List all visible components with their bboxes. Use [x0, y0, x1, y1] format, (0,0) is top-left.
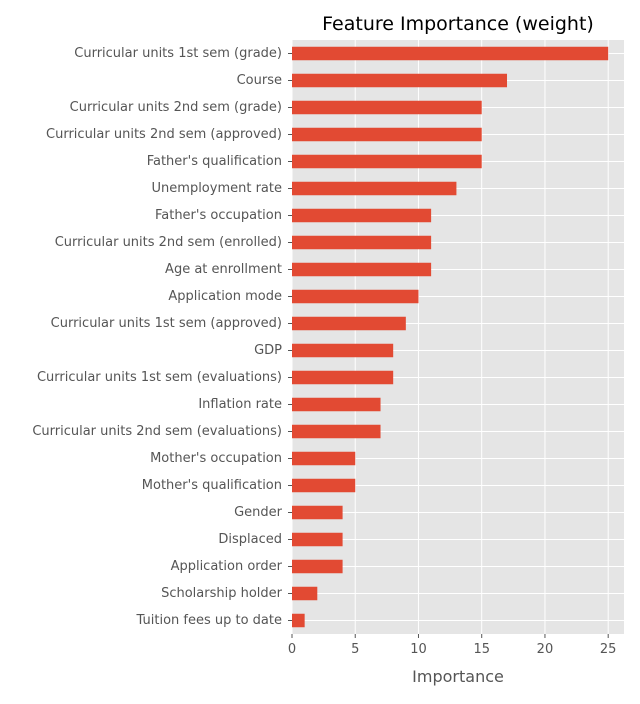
- y-tick-label: Displaced: [218, 532, 282, 547]
- y-tick-label: Curricular units 2nd sem (enrolled): [55, 235, 282, 250]
- x-tick-labels: 0 5 10 15 20 25: [288, 634, 617, 657]
- bar-18: [292, 532, 343, 547]
- y-tick-label: Father's occupation: [155, 208, 282, 223]
- bar-19: [292, 559, 343, 574]
- bar-3: [292, 127, 482, 142]
- bar-13: [292, 397, 381, 412]
- bar-9: [292, 289, 419, 304]
- y-tick-label: Father's qualification: [147, 154, 282, 169]
- x-tick-label: 5: [351, 642, 359, 657]
- x-tick-label: 0: [288, 642, 296, 657]
- x-tick-label: 25: [600, 642, 617, 657]
- y-tick-label: Curricular units 1st sem (approved): [51, 316, 282, 331]
- y-tick-label: Inflation rate: [198, 397, 282, 412]
- x-tick-label: 15: [473, 642, 490, 657]
- bar-17: [292, 505, 343, 520]
- y-tick-label: Curricular units 2nd sem (grade): [70, 100, 282, 115]
- bar-0: [292, 46, 609, 61]
- x-tick-label: 10: [410, 642, 427, 657]
- bar-6: [292, 208, 432, 223]
- y-tick-label: Curricular units 2nd sem (approved): [46, 127, 282, 142]
- y-tick-label: Curricular units 1st sem (evaluations): [37, 370, 282, 385]
- bar-7: [292, 235, 432, 250]
- bar-20: [292, 586, 318, 601]
- y-tick-labels: Curricular units 1st sem (grade) Course Cu…: [32, 46, 292, 628]
- y-tick-label: Age at enrollment: [165, 262, 282, 277]
- bar-12: [292, 370, 394, 385]
- bar-16: [292, 478, 356, 493]
- y-tick-label: Tuition fees up to date: [136, 613, 282, 628]
- x-axis-title: Importance: [412, 667, 504, 686]
- y-tick-label: Unemployment rate: [152, 181, 282, 196]
- x-tick-label: 20: [537, 642, 554, 657]
- y-tick-label: Gender: [234, 505, 283, 520]
- bar-2: [292, 100, 482, 115]
- y-tick-label: Scholarship holder: [161, 586, 283, 601]
- bar-21: [292, 613, 305, 628]
- bar-4: [292, 154, 482, 169]
- y-tick-label: Curricular units 1st sem (grade): [74, 46, 282, 61]
- bar-5: [292, 181, 457, 196]
- bar-11: [292, 343, 394, 358]
- chart-title: Feature Importance (weight): [322, 13, 594, 35]
- y-tick-label: Curricular units 2nd sem (evaluations): [32, 424, 282, 439]
- y-tick-label: Mother's occupation: [150, 451, 282, 466]
- bar-15: [292, 451, 356, 466]
- bars: [292, 46, 609, 628]
- y-tick-label: GDP: [254, 343, 282, 358]
- y-tick-label: Course: [237, 73, 282, 88]
- y-tick-label: Application order: [171, 559, 283, 574]
- bar-14: [292, 424, 381, 439]
- bar-8: [292, 262, 432, 277]
- y-tick-label: Application mode: [168, 289, 282, 304]
- bar-10: [292, 316, 406, 331]
- bar-1: [292, 73, 508, 88]
- y-tick-label: Mother's qualification: [142, 478, 282, 493]
